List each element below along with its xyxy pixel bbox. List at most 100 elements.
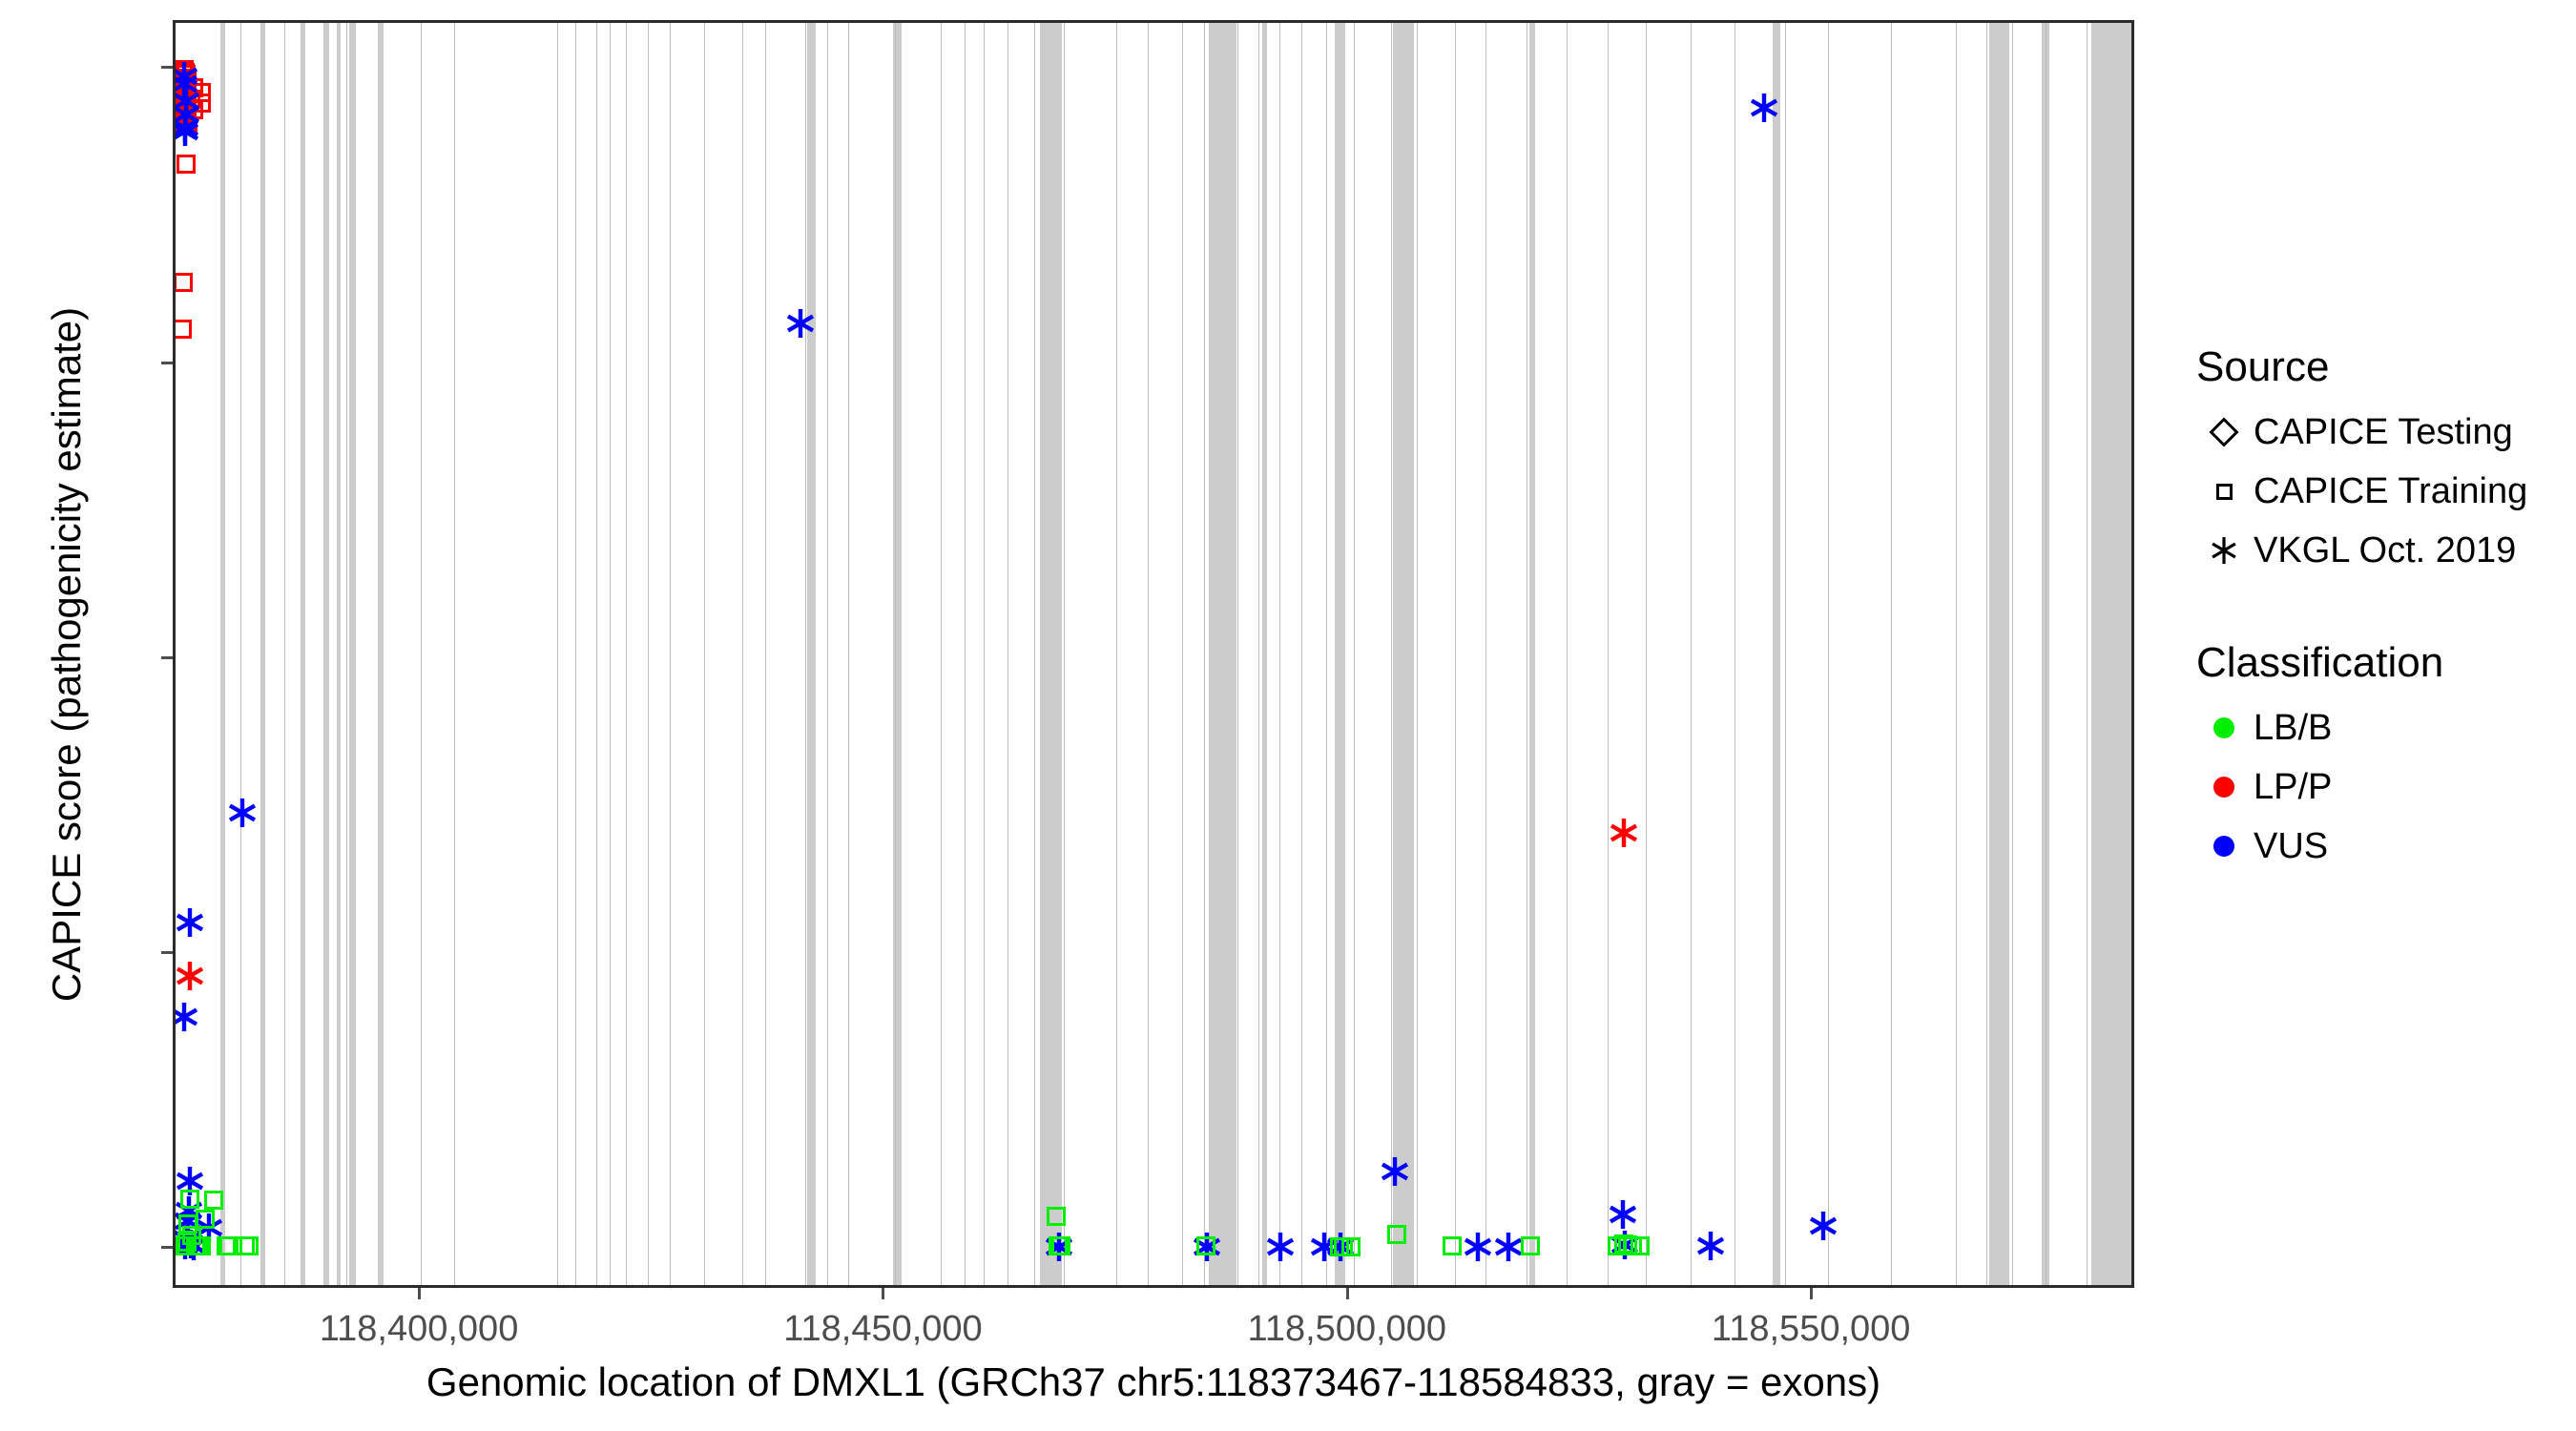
data-point-asterisk xyxy=(176,115,201,148)
variant-position-line xyxy=(827,23,829,1285)
variant-position-line xyxy=(1257,23,1259,1285)
variant-position-line xyxy=(1390,23,1392,1285)
data-point-square xyxy=(181,90,201,110)
data-point-square xyxy=(176,101,192,121)
data-point-square xyxy=(181,1225,201,1245)
data-point-square xyxy=(1617,1234,1637,1255)
data-point-square xyxy=(176,61,195,81)
legend-label-lbb: LB/B xyxy=(2254,707,2333,748)
legend-label-vus: VUS xyxy=(2254,825,2329,866)
data-point-square xyxy=(176,73,196,93)
data-point-square xyxy=(176,75,192,95)
plot-area xyxy=(176,23,2131,1285)
exon-band xyxy=(1989,23,2010,1285)
variant-position-line xyxy=(1301,23,1303,1285)
legend-item-lbb[interactable]: LB/B xyxy=(2194,698,2566,757)
data-point-asterisk xyxy=(176,1228,207,1260)
x-tick-mark xyxy=(1345,1288,1349,1299)
data-point-square xyxy=(1631,1236,1651,1256)
data-point-asterisk xyxy=(176,1165,206,1197)
data-point-asterisk xyxy=(176,1223,203,1255)
variant-position-line xyxy=(1690,23,1692,1285)
variant-position-line xyxy=(983,23,985,1285)
data-point-square xyxy=(176,69,192,89)
data-point-square xyxy=(192,82,212,102)
asterisk-icon xyxy=(2194,534,2254,567)
legend-item-vus[interactable]: VUS xyxy=(2194,817,2566,876)
x-tick-label: 118,450,000 xyxy=(783,1309,983,1349)
data-point-square xyxy=(176,84,192,104)
variant-position-line xyxy=(1646,23,1648,1285)
variant-position-line xyxy=(454,23,456,1285)
exon-band xyxy=(349,23,357,1285)
variant-position-line xyxy=(1353,23,1355,1285)
data-point-square xyxy=(1623,1236,1643,1256)
x-axis-title: Genomic location of DMXL1 (GRCh37 chr5:1… xyxy=(426,1359,1881,1404)
legend-title-classification: Classification xyxy=(2196,639,2444,686)
y-tick-mark xyxy=(161,66,173,70)
y-tick-mark xyxy=(161,655,173,659)
variant-position-line xyxy=(965,23,966,1285)
legend-item-vkgl[interactable]: VKGL Oct. 2019 xyxy=(2194,521,2566,580)
x-tick-mark xyxy=(1810,1288,1814,1299)
data-point-square xyxy=(177,99,197,119)
plot-panel xyxy=(173,20,2134,1288)
data-point-asterisk xyxy=(226,797,259,829)
data-point-square xyxy=(185,1236,205,1256)
variant-position-line xyxy=(1147,23,1149,1285)
data-point-asterisk xyxy=(177,1230,210,1262)
data-point-square xyxy=(1613,1234,1633,1254)
data-point-square xyxy=(192,93,212,114)
exon-band xyxy=(1392,23,1414,1285)
data-point-square xyxy=(177,90,197,110)
exon-band xyxy=(322,23,329,1285)
variant-position-line xyxy=(1237,23,1239,1285)
square-icon xyxy=(2194,483,2254,500)
data-point-square xyxy=(177,70,197,90)
data-point-square xyxy=(176,1236,196,1256)
variant-position-line xyxy=(804,23,806,1285)
data-point-square xyxy=(1442,1236,1462,1256)
data-point-asterisk xyxy=(176,906,206,939)
variant-position-line xyxy=(648,23,650,1285)
data-point-square xyxy=(176,62,196,82)
data-point-square xyxy=(189,1236,209,1256)
data-point-square xyxy=(1607,1236,1627,1256)
legend-item-lpp[interactable]: LP/P xyxy=(2194,757,2566,817)
exon-band xyxy=(1773,23,1781,1285)
variant-position-line xyxy=(1608,23,1610,1285)
y-tick-mark xyxy=(161,361,173,364)
variant-position-line xyxy=(240,23,242,1285)
x-tick-label: 118,500,000 xyxy=(1247,1309,1447,1349)
variant-position-line xyxy=(764,23,766,1285)
exon-band xyxy=(220,23,225,1285)
y-tick-mark xyxy=(161,950,173,954)
data-point-asterisk xyxy=(176,1229,201,1261)
variant-position-line xyxy=(1785,23,1787,1285)
data-point-square xyxy=(177,106,197,126)
variant-position-line xyxy=(741,23,743,1285)
data-point-square xyxy=(176,96,194,116)
data-point-asterisk xyxy=(176,98,202,131)
data-point-square xyxy=(176,109,193,129)
data-point-square xyxy=(176,272,193,292)
variant-position-line xyxy=(1181,23,1183,1285)
data-point-square xyxy=(176,79,193,99)
y-axis-title: CAPICE score (pathogenicity estimate) xyxy=(44,306,89,1002)
data-point-square xyxy=(176,60,194,80)
data-point-asterisk xyxy=(1609,1229,1641,1261)
x-tick-label: 118,400,000 xyxy=(319,1309,519,1349)
legend-item-capice-testing[interactable]: CAPICE Testing xyxy=(2194,403,2566,462)
data-point-square xyxy=(178,1213,198,1234)
variant-position-line xyxy=(847,23,849,1285)
exon-band xyxy=(893,23,902,1285)
variant-position-line xyxy=(1454,23,1456,1285)
data-point-square xyxy=(176,87,194,107)
exon-band xyxy=(806,23,816,1285)
data-point-square xyxy=(239,1236,260,1256)
legend-label-lpp: LP/P xyxy=(2254,766,2333,807)
data-point-asterisk xyxy=(176,1205,204,1237)
legend-item-capice-training[interactable]: CAPICE Training xyxy=(2194,462,2566,521)
exon-band xyxy=(260,23,265,1285)
